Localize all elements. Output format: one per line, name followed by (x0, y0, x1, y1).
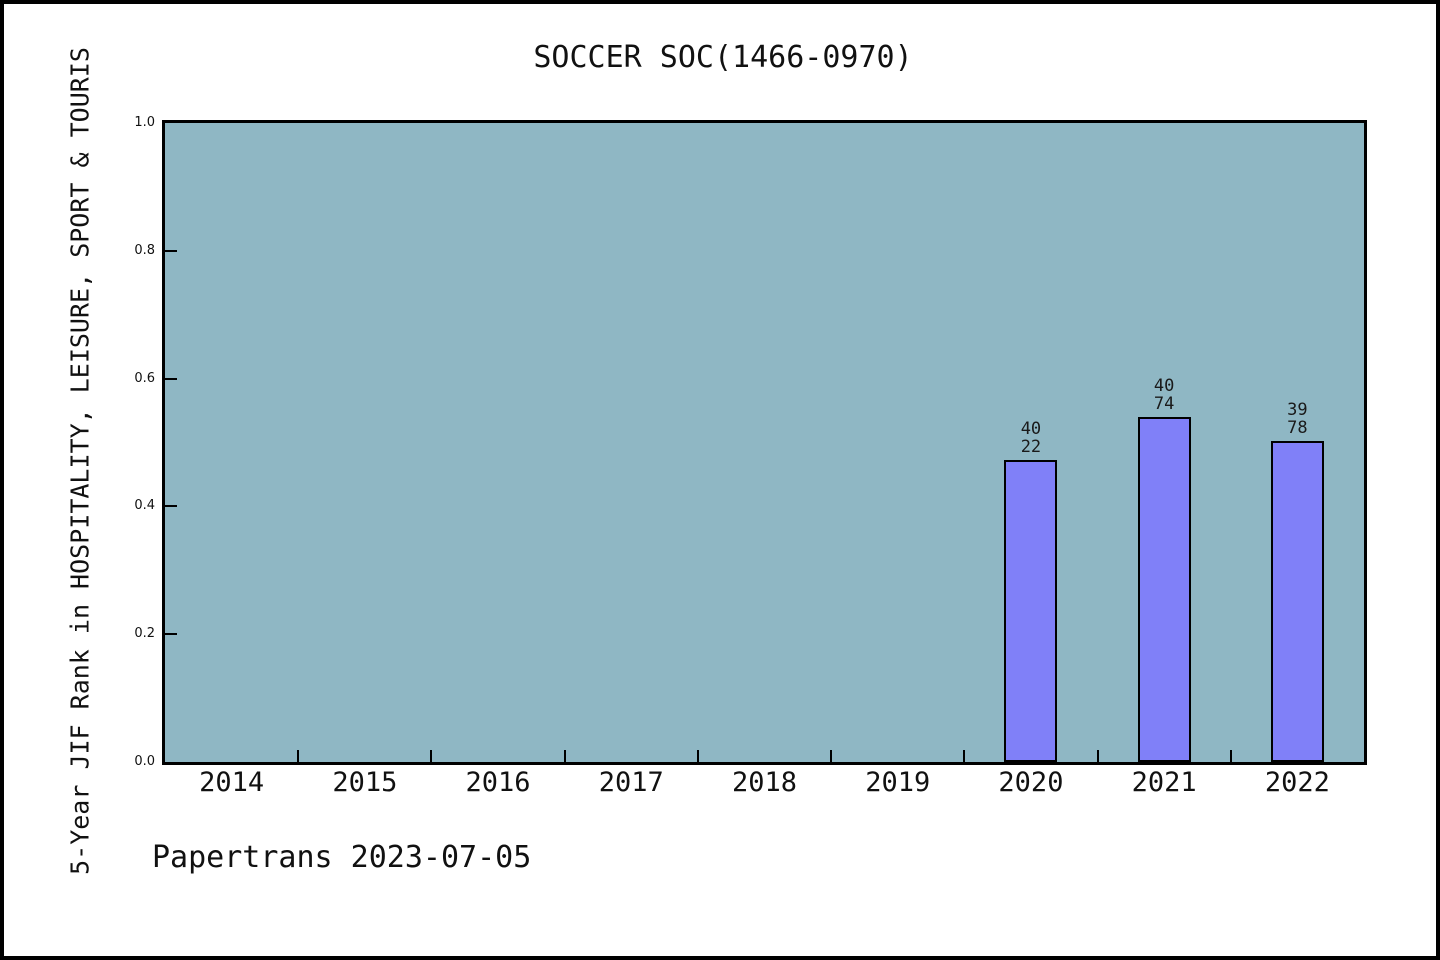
y-axis-label: 5-Year JIF Rank in HOSPITALITY, LEISURE,… (65, 47, 95, 875)
y-tick-mark (165, 633, 177, 636)
x-tick-mark (963, 750, 966, 762)
x-tick-mark (297, 750, 300, 762)
y-tick-label: 0.4 (134, 498, 155, 514)
bar-label-line2: 78 (1287, 418, 1308, 439)
x-tick-mark (696, 750, 699, 762)
x-tick-label: 2021 (1131, 767, 1197, 798)
bar-label-line1: 40 (1020, 419, 1042, 440)
y-tick-label: 0.6 (134, 370, 155, 386)
bar-label-line2: 74 (1153, 393, 1175, 414)
bar-label-line1: 39 (1287, 400, 1308, 421)
bar-value-label-2022: 39 78 (1287, 401, 1307, 437)
x-tick-mark (1096, 750, 1099, 762)
y-tick-label: 0.8 (134, 242, 155, 258)
bar-label-line1: 40 (1153, 375, 1175, 396)
bar-2022 (1270, 441, 1324, 762)
x-tick-mark (830, 750, 833, 762)
x-tick-label: 2018 (731, 767, 798, 798)
bar-2021 (1137, 416, 1191, 762)
x-tick-label: 2019 (865, 767, 931, 798)
x-tick-label: 2022 (1264, 767, 1330, 798)
x-tick-label: 2016 (465, 767, 531, 798)
y-tick-label: 1.0 (134, 115, 155, 130)
x-tick-mark (430, 750, 433, 762)
bar-value-label-2021: 40 74 (1154, 377, 1174, 413)
x-tick-mark (563, 750, 566, 762)
bar-label-line2: 22 (1020, 437, 1042, 458)
x-tick-label: 2015 (332, 767, 398, 798)
chart-title: SOCCER SOC(1466-0970) (533, 40, 913, 75)
x-tick-label: 2020 (998, 767, 1064, 798)
y-tick-mark (165, 377, 177, 380)
x-tick-label: 2014 (199, 767, 265, 798)
x-tick-label: 2017 (598, 767, 664, 798)
bar-2020 (1004, 460, 1058, 762)
y-tick-mark (165, 505, 177, 508)
watermark-text: Papertrans 2023-07-05 (152, 840, 532, 875)
y-tick-label: 0.2 (134, 626, 155, 642)
bar-value-label-2020: 40 22 (1021, 420, 1041, 456)
x-tick-mark (1229, 750, 1232, 762)
y-tick-mark (165, 249, 177, 252)
y-tick-label: 0.0 (134, 754, 155, 769)
